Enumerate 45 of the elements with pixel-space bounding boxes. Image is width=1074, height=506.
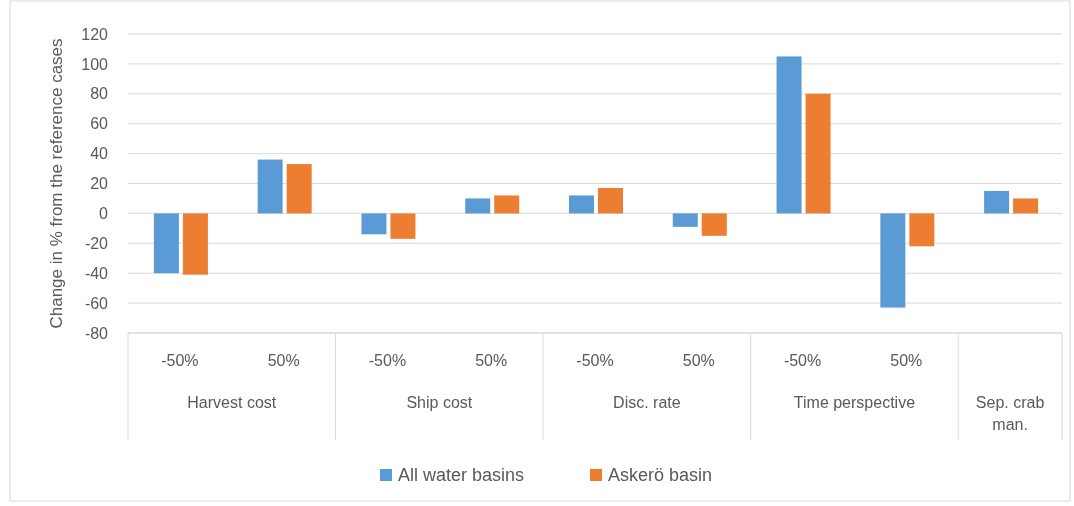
x-tick-label: -50%	[576, 352, 614, 369]
bar	[1013, 198, 1039, 214]
bar	[880, 213, 906, 308]
bar	[182, 213, 208, 275]
bar	[701, 213, 727, 236]
text: Disc. rate	[613, 394, 681, 411]
text: Time perspective	[793, 394, 916, 411]
x-tick-label: 50%	[267, 352, 300, 369]
y-tick-label: -80	[84, 324, 109, 342]
y-tick-label: 60	[90, 115, 109, 133]
y-tick-label: 100	[81, 55, 109, 73]
bar	[598, 187, 623, 214]
bar	[672, 213, 698, 227]
bar	[776, 56, 802, 214]
y-tick-label: 120	[81, 25, 109, 43]
y-tick-label: -20	[84, 234, 109, 252]
bar	[361, 213, 387, 235]
x-tick-label: 50%	[475, 352, 508, 369]
bar	[805, 93, 831, 214]
legend-label: Askerö basin	[608, 465, 713, 486]
text: Ship cost	[406, 394, 473, 411]
bar	[465, 198, 491, 214]
legend-label: All water basins	[398, 465, 525, 486]
bar	[257, 159, 283, 214]
bar	[286, 164, 312, 214]
y-tick-label: 80	[90, 85, 109, 103]
y-tick-label: -60	[84, 294, 109, 312]
x-tick-label: 50%	[682, 352, 715, 369]
y-tick-label: 0	[99, 205, 109, 222]
text: Harvest cost	[187, 394, 277, 411]
x-tick-label: -50%	[783, 352, 822, 369]
bar	[153, 213, 179, 274]
y-tick-label: 20	[90, 175, 109, 193]
y-tick-label: 40	[90, 145, 109, 163]
bar	[494, 195, 520, 214]
text: Sep. crab man.	[975, 394, 1045, 433]
bar	[390, 213, 416, 239]
bar	[569, 195, 594, 214]
x-tick-label: -50%	[368, 352, 407, 369]
x-tick-label: 50%	[890, 352, 923, 369]
y-tick-label: -40	[84, 264, 109, 282]
bar	[909, 213, 935, 247]
bar	[984, 190, 1010, 214]
y-axis-title: Change in % from the reference cases	[47, 38, 66, 329]
x-tick-label: -50%	[161, 352, 199, 369]
